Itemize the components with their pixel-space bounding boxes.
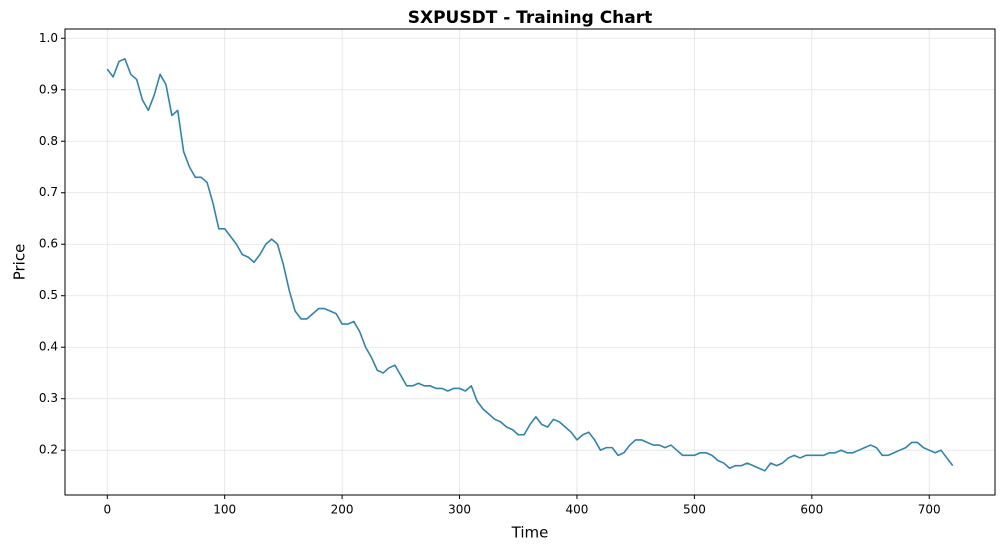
y-tick-label: 1.0 [39,31,58,45]
y-tick-label: 0.8 [39,134,58,148]
x-tick-label: 0 [103,503,111,517]
x-tick-label: 500 [683,503,706,517]
plot-frame [64,28,996,496]
y-tick-label: 0.6 [39,237,58,251]
price-line [106,58,954,472]
x-tick-label: 200 [331,503,354,517]
y-tick-label: 0.4 [39,340,58,354]
y-tick-label: 0.2 [39,443,58,457]
y-axis-label: Price [11,244,29,281]
y-tick-label: 0.7 [39,185,58,199]
chart-title: SXPUSDT - Training Chart [408,8,653,28]
x-tick-label: 700 [918,503,941,517]
y-tick-label: 0.5 [39,288,58,302]
y-tick-label: 0.3 [39,391,58,405]
y-tick-label: 0.9 [39,82,58,96]
x-tick-label: 100 [213,503,236,517]
x-tick-label: 400 [566,503,589,517]
x-tick-label: 600 [800,503,823,517]
x-tick-label: 300 [448,503,471,517]
x-axis-label: Time [511,524,549,542]
